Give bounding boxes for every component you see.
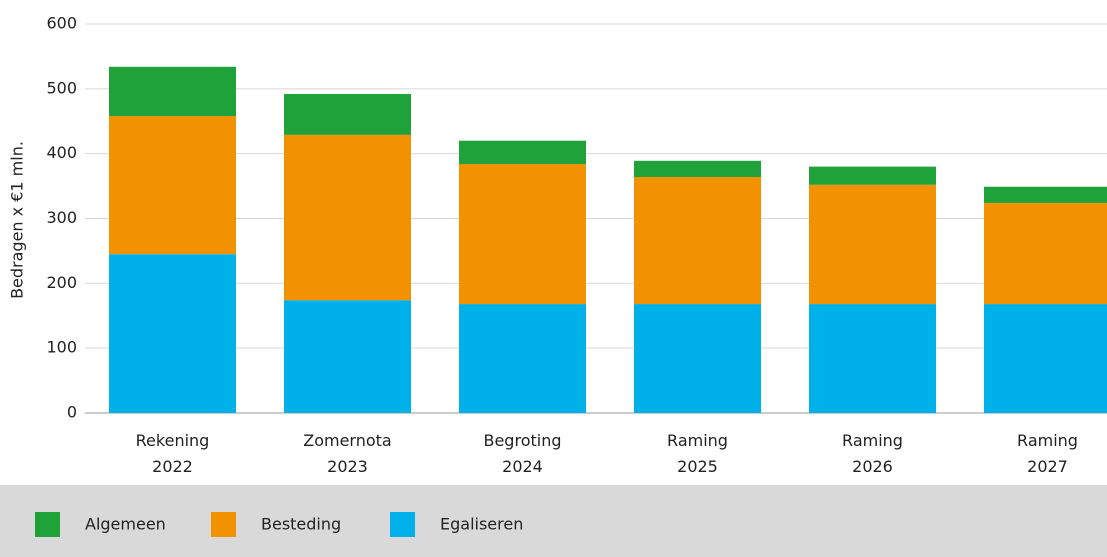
bar-segment: [109, 254, 236, 413]
x-tick-label: Begroting 2024: [483, 431, 561, 476]
bar-segment: [809, 184, 936, 305]
y-tick-label: 200: [46, 273, 77, 292]
bar-segment: [459, 164, 586, 305]
legend-swatch: [211, 512, 236, 537]
y-tick-label: 100: [46, 338, 77, 357]
legend-label: Besteding: [261, 515, 341, 534]
bar-segment: [284, 94, 411, 135]
bar-segment: [634, 304, 761, 413]
bar-segment: [459, 140, 586, 165]
y-tick-label: 400: [46, 143, 77, 162]
legend-swatch: [390, 512, 415, 537]
legend-label: Algemeen: [85, 515, 166, 534]
x-tick-label: Rekening 2022: [136, 431, 210, 476]
x-tick-label: Raming 2025: [667, 431, 728, 476]
legend-label: Egaliseren: [440, 515, 523, 534]
bar-segment: [634, 160, 761, 178]
bar-segment: [634, 177, 761, 305]
bar-segment: [984, 186, 1107, 203]
y-axis-label: Bedragen x €1 mln.: [8, 141, 27, 299]
y-tick-label: 600: [46, 14, 77, 33]
bar-segment: [984, 202, 1107, 305]
legend-background: [0, 485, 1107, 557]
bar-segment: [284, 300, 411, 413]
bar-segment: [459, 304, 586, 413]
bar-segment: [809, 304, 936, 413]
y-tick-label: 0: [67, 403, 77, 422]
x-tick-label: Raming 2027: [1017, 431, 1078, 476]
legend-swatch: [35, 512, 60, 537]
x-tick-label: Raming 2026: [842, 431, 903, 476]
y-tick-label: 300: [46, 208, 77, 227]
y-tick-label: 500: [46, 78, 77, 97]
bar-segment: [284, 134, 411, 301]
bar-segment: [109, 66, 236, 117]
bar-segment: [984, 304, 1107, 413]
bar-segment: [809, 166, 936, 185]
x-tick-label: Zomernota 2023: [303, 431, 391, 476]
bar-segment: [109, 116, 236, 255]
